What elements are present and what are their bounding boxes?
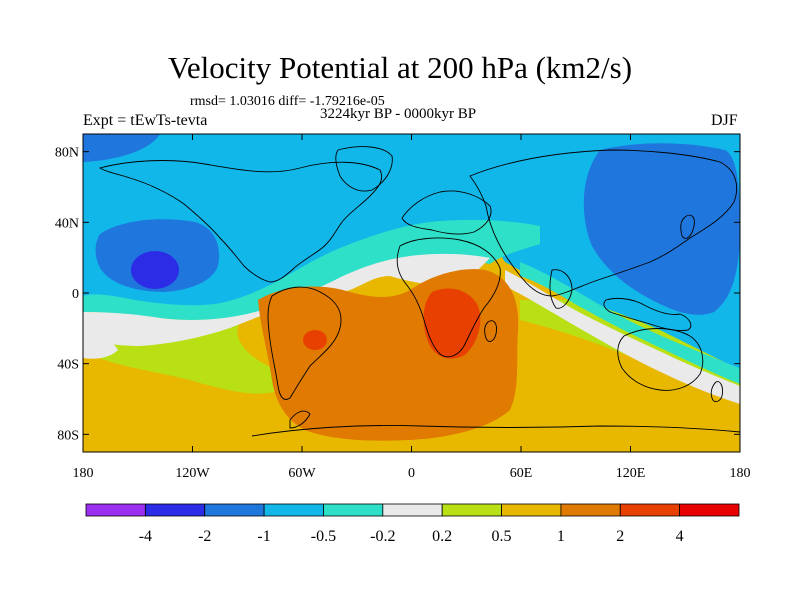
coast-japan [680, 214, 695, 239]
coast-new-zealand [710, 381, 723, 403]
coast-greenland [335, 146, 393, 192]
colorbar-label: 1 [557, 528, 565, 545]
coast-australia [617, 328, 704, 391]
field-blue-npacific-top [83, 134, 160, 162]
coast-maritime-continent [603, 297, 692, 331]
x-tick-label: 120W [175, 466, 210, 481]
colorbar-swatch [441, 503, 502, 517]
colorbar-swatch [204, 503, 265, 517]
colorbar-swatch [619, 503, 681, 517]
colorbar-label: 0.5 [492, 528, 512, 545]
colorbar-label: 0.2 [432, 528, 452, 545]
field-white-band [83, 253, 490, 346]
y-tick-label: 80S [57, 428, 79, 443]
coast-antarctic-peninsula [289, 410, 311, 429]
coast-south-america [267, 286, 342, 400]
field-red-samerica [303, 330, 327, 350]
stats-label: rmsd= 1.03016 diff= -1.79216e-05 [190, 94, 385, 109]
y-tick-label: 40N [55, 216, 79, 231]
x-tick-label: 120E [616, 466, 646, 481]
colorbar-swatch [144, 503, 206, 517]
coast-africa [396, 237, 501, 358]
coast-madagascar [484, 320, 497, 342]
colorbar-swatch [323, 503, 384, 517]
colorbar-label: -1 [257, 528, 270, 545]
field-blue-minimum [131, 251, 179, 289]
y-tick-label: 80N [55, 146, 79, 161]
colorbar-swatch [263, 503, 324, 517]
colorbar-label: -4 [139, 528, 152, 545]
x-tick-label: 180 [73, 466, 94, 481]
colorbar-swatch [679, 503, 740, 517]
field-teal-east [520, 262, 740, 384]
season-label: DJF [711, 112, 738, 129]
y-tick-label: 40S [57, 358, 79, 373]
coast-india [549, 269, 573, 309]
colorbar-swatch [85, 503, 146, 517]
x-tick-label: 60W [288, 466, 316, 481]
period-label: 3224kyr BP - 0000kyr BP [320, 106, 477, 122]
colorbar-label: 4 [676, 528, 684, 545]
colorbar-label: -2 [198, 528, 211, 545]
coast-antarctica [251, 425, 740, 437]
map-panel [83, 134, 740, 452]
coast-europe [401, 190, 492, 235]
figure-title: Velocity Potential at 200 hPa (km2/s) [167, 50, 633, 85]
x-tick-label: 180 [730, 466, 751, 481]
colorbar: -4 -2 -1 -0.5 -0.2 0.2 0.5 1 2 4 [85, 503, 740, 545]
x-tick-label: 0 [408, 466, 415, 481]
field-cyan-north [83, 134, 740, 370]
field-white-pacific [83, 330, 118, 359]
x-axis: 180 120W 60W 0 60E 120E 180 [73, 134, 751, 481]
y-tick-label: 0 [72, 287, 79, 302]
experiment-label: Expt = tEwTs-tevta [83, 112, 208, 129]
colorbar-swatch [501, 503, 562, 517]
colorbar-swatch [382, 503, 443, 517]
x-tick-label: 60E [510, 466, 533, 481]
colorbar-label: 2 [616, 528, 624, 545]
field-teal-north [83, 219, 540, 320]
coastlines [98, 146, 740, 437]
coast-asia [469, 149, 738, 297]
colorbar-label: -0.2 [370, 528, 395, 545]
y-axis: 80N 40N 0 40S 80S [55, 146, 740, 443]
coast-north-america [98, 160, 383, 283]
colorbar-swatch [560, 503, 621, 517]
colorbar-label: -0.5 [311, 528, 336, 545]
